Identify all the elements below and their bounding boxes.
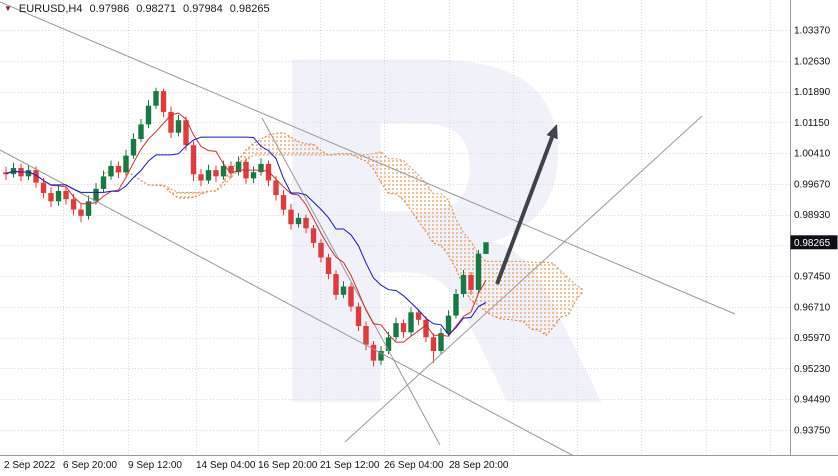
- kijun-sen-line: [5, 136, 487, 336]
- price-axis-label: 0.94490: [794, 395, 831, 406]
- price-axis-label: 1.00410: [794, 149, 831, 160]
- price-axis-label: 1.01890: [794, 87, 831, 98]
- price-axis-label: 1.01150: [794, 118, 830, 129]
- time-axis-label: 28 Sep 20:00: [449, 460, 509, 471]
- time-axis-label: 26 Sep 04:00: [384, 460, 444, 471]
- tenkan-sen-line: [5, 112, 487, 343]
- quick-trade-expand-icon[interactable]: ▼: [4, 4, 12, 13]
- trendline[interactable]: [0, 1, 736, 315]
- grid: [0, 0, 790, 455]
- time-axis-label: 2 Sep 2022: [4, 460, 56, 471]
- price-axis-label: 0.97450: [794, 272, 831, 283]
- trendline[interactable]: [0, 149, 586, 463]
- price-axis[interactable]: 1.03370 1.02630 1.01890 1.01150 1.00410 0.996…: [790, 0, 838, 476]
- trendline[interactable]: [344, 115, 703, 443]
- price-axis-label: 0.96710: [794, 302, 831, 313]
- time-axis-label: 14 Sep 04:00: [196, 460, 256, 471]
- trendline[interactable]: [261, 117, 441, 446]
- time-axis-label: 16 Sep 20:00: [258, 460, 318, 471]
- ohlc-open: 0.97986: [89, 3, 130, 15]
- current-price-badge: [790, 235, 838, 250]
- ohlc-high: 0.98271: [136, 3, 177, 15]
- current-price-badge-text: 0.98265: [794, 238, 831, 249]
- time-axis-label: 6 Sep 20:00: [63, 460, 117, 471]
- time-axis-label: 21 Sep 12:00: [320, 460, 380, 471]
- price-axis-label: 1.03370: [794, 26, 831, 37]
- price-axis-label: 0.95970: [794, 333, 831, 344]
- price-axis-label: 0.93750: [794, 426, 831, 437]
- time-axis[interactable]: 2 Sep 2022 6 Sep 20:00 9 Sep 12:00 14 Sep 0…: [0, 455, 838, 476]
- time-axis-label: 9 Sep 12:00: [128, 460, 182, 471]
- ohlc-low: 0.97984: [183, 3, 223, 15]
- price-axis-label: 0.95230: [794, 364, 831, 375]
- price-axis-label: 0.98930: [794, 210, 831, 221]
- symbol-period: EURUSD,H4: [18, 3, 83, 15]
- price-axis-label: 1.02630: [794, 56, 831, 67]
- price-axis-label: 0.99670: [794, 179, 831, 190]
- trend-arrow[interactable]: [495, 124, 558, 285]
- symbol-ohlc-label: ▼ EURUSD,H4 0.97986 0.98271 0.97984 0.98…: [4, 3, 270, 15]
- ohlc-close: 0.98265: [229, 3, 270, 15]
